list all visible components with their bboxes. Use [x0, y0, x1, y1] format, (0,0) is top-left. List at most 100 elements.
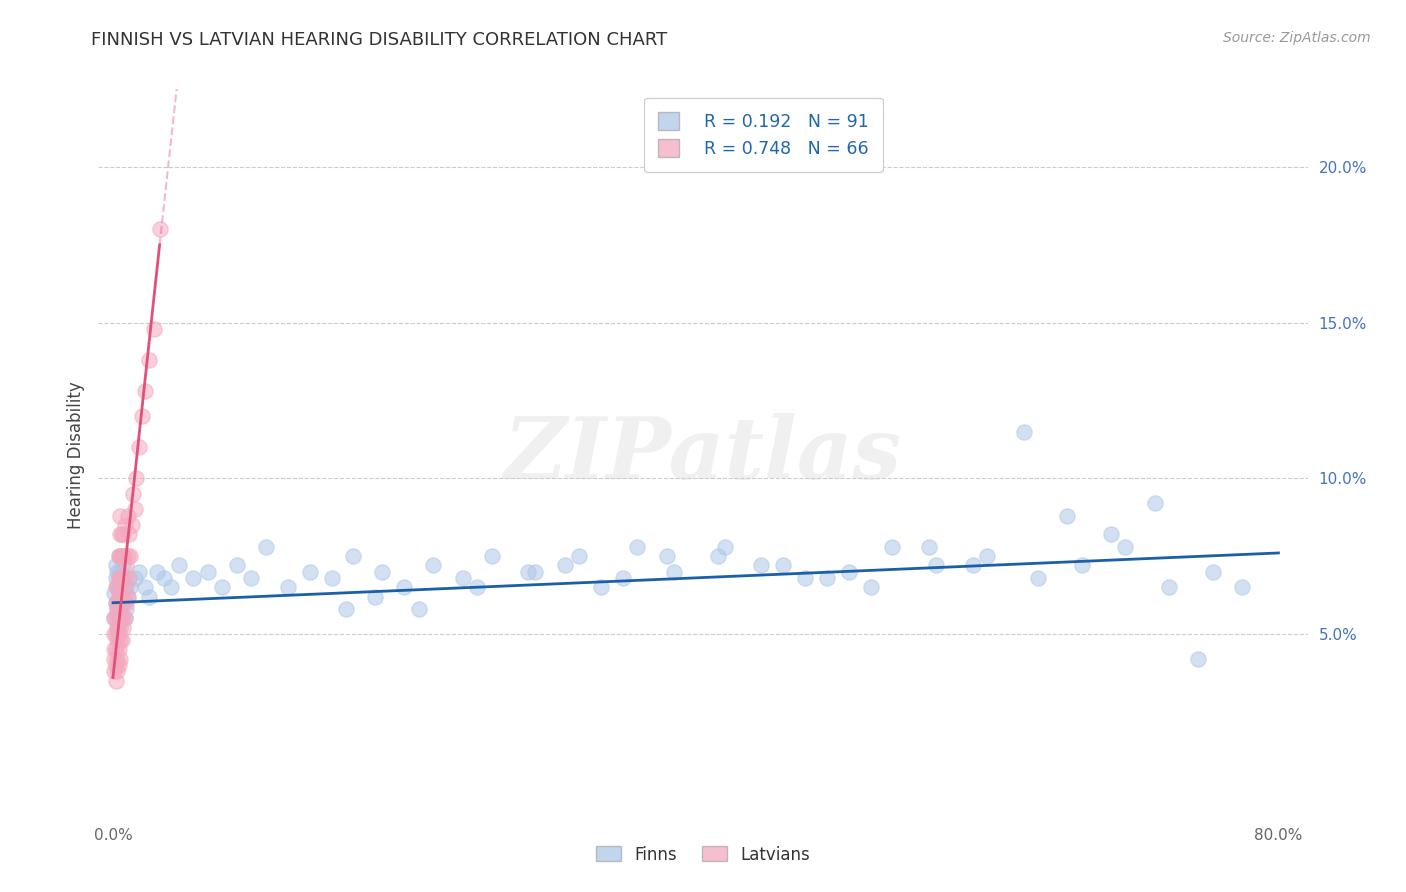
Point — [115, 602, 138, 616]
Point — [108, 658, 131, 673]
Point — [117, 590, 139, 604]
Point — [976, 549, 998, 563]
Point — [111, 633, 134, 648]
Point — [110, 527, 132, 541]
Point — [115, 596, 138, 610]
Point — [124, 502, 146, 516]
Point — [815, 571, 838, 585]
Point — [104, 580, 127, 594]
Point — [1099, 527, 1122, 541]
Point — [110, 652, 132, 666]
Point — [111, 590, 134, 604]
Point — [110, 571, 132, 585]
Point — [364, 590, 387, 604]
Point — [110, 549, 132, 563]
Point — [104, 627, 127, 641]
Point — [838, 565, 860, 579]
Point — [110, 633, 132, 648]
Point — [110, 611, 132, 625]
Point — [104, 611, 127, 625]
Point — [321, 571, 343, 585]
Point — [104, 558, 127, 573]
Point — [1012, 425, 1035, 439]
Point — [108, 571, 131, 585]
Point — [120, 549, 142, 563]
Point — [568, 549, 591, 563]
Point — [105, 580, 128, 594]
Point — [134, 384, 156, 398]
Point — [104, 571, 127, 585]
Point — [524, 565, 547, 579]
Point — [918, 540, 941, 554]
Point — [371, 565, 394, 579]
Point — [124, 571, 146, 585]
Point — [1026, 571, 1049, 585]
Point — [335, 602, 357, 616]
Point — [108, 627, 131, 641]
Point — [1187, 652, 1209, 666]
Point — [662, 565, 685, 579]
Point — [772, 558, 794, 573]
Point — [112, 558, 135, 573]
Point — [589, 580, 612, 594]
Point — [626, 540, 648, 554]
Point — [105, 621, 128, 635]
Point — [114, 611, 136, 625]
Point — [118, 571, 141, 585]
Point — [111, 611, 134, 625]
Point — [110, 580, 132, 594]
Point — [134, 580, 156, 594]
Point — [112, 596, 135, 610]
Point — [105, 602, 128, 616]
Point — [111, 549, 134, 563]
Point — [110, 508, 132, 523]
Point — [794, 571, 817, 585]
Point — [240, 571, 263, 585]
Point — [517, 565, 540, 579]
Point — [104, 658, 127, 673]
Point — [277, 580, 299, 594]
Legend: Finns, Latvians: Finns, Latvians — [589, 839, 817, 871]
Point — [138, 590, 160, 604]
Point — [138, 353, 160, 368]
Point — [108, 590, 131, 604]
Point — [111, 590, 134, 604]
Point — [114, 590, 136, 604]
Point — [121, 518, 143, 533]
Point — [111, 571, 134, 585]
Point — [103, 652, 125, 666]
Point — [749, 558, 772, 573]
Point — [211, 580, 233, 594]
Point — [114, 580, 136, 594]
Point — [105, 602, 128, 616]
Point — [110, 602, 132, 616]
Point — [112, 621, 135, 635]
Point — [108, 571, 131, 585]
Point — [105, 652, 128, 666]
Point — [117, 508, 139, 523]
Point — [1230, 580, 1253, 594]
Point — [167, 558, 190, 573]
Point — [111, 571, 134, 585]
Point — [105, 580, 128, 594]
Point — [111, 527, 134, 541]
Point — [962, 558, 984, 573]
Point — [481, 549, 503, 563]
Point — [114, 571, 136, 585]
Point — [153, 571, 176, 585]
Point — [149, 222, 172, 236]
Point — [103, 586, 125, 600]
Text: ZIPatlas: ZIPatlas — [503, 413, 903, 497]
Point — [111, 611, 134, 625]
Point — [1114, 540, 1136, 554]
Point — [145, 565, 167, 579]
Point — [554, 558, 576, 573]
Point — [115, 580, 138, 594]
Point — [105, 633, 128, 648]
Point — [112, 527, 135, 541]
Point — [108, 611, 131, 625]
Point — [117, 590, 139, 604]
Point — [104, 642, 127, 657]
Point — [105, 565, 128, 579]
Point — [465, 580, 488, 594]
